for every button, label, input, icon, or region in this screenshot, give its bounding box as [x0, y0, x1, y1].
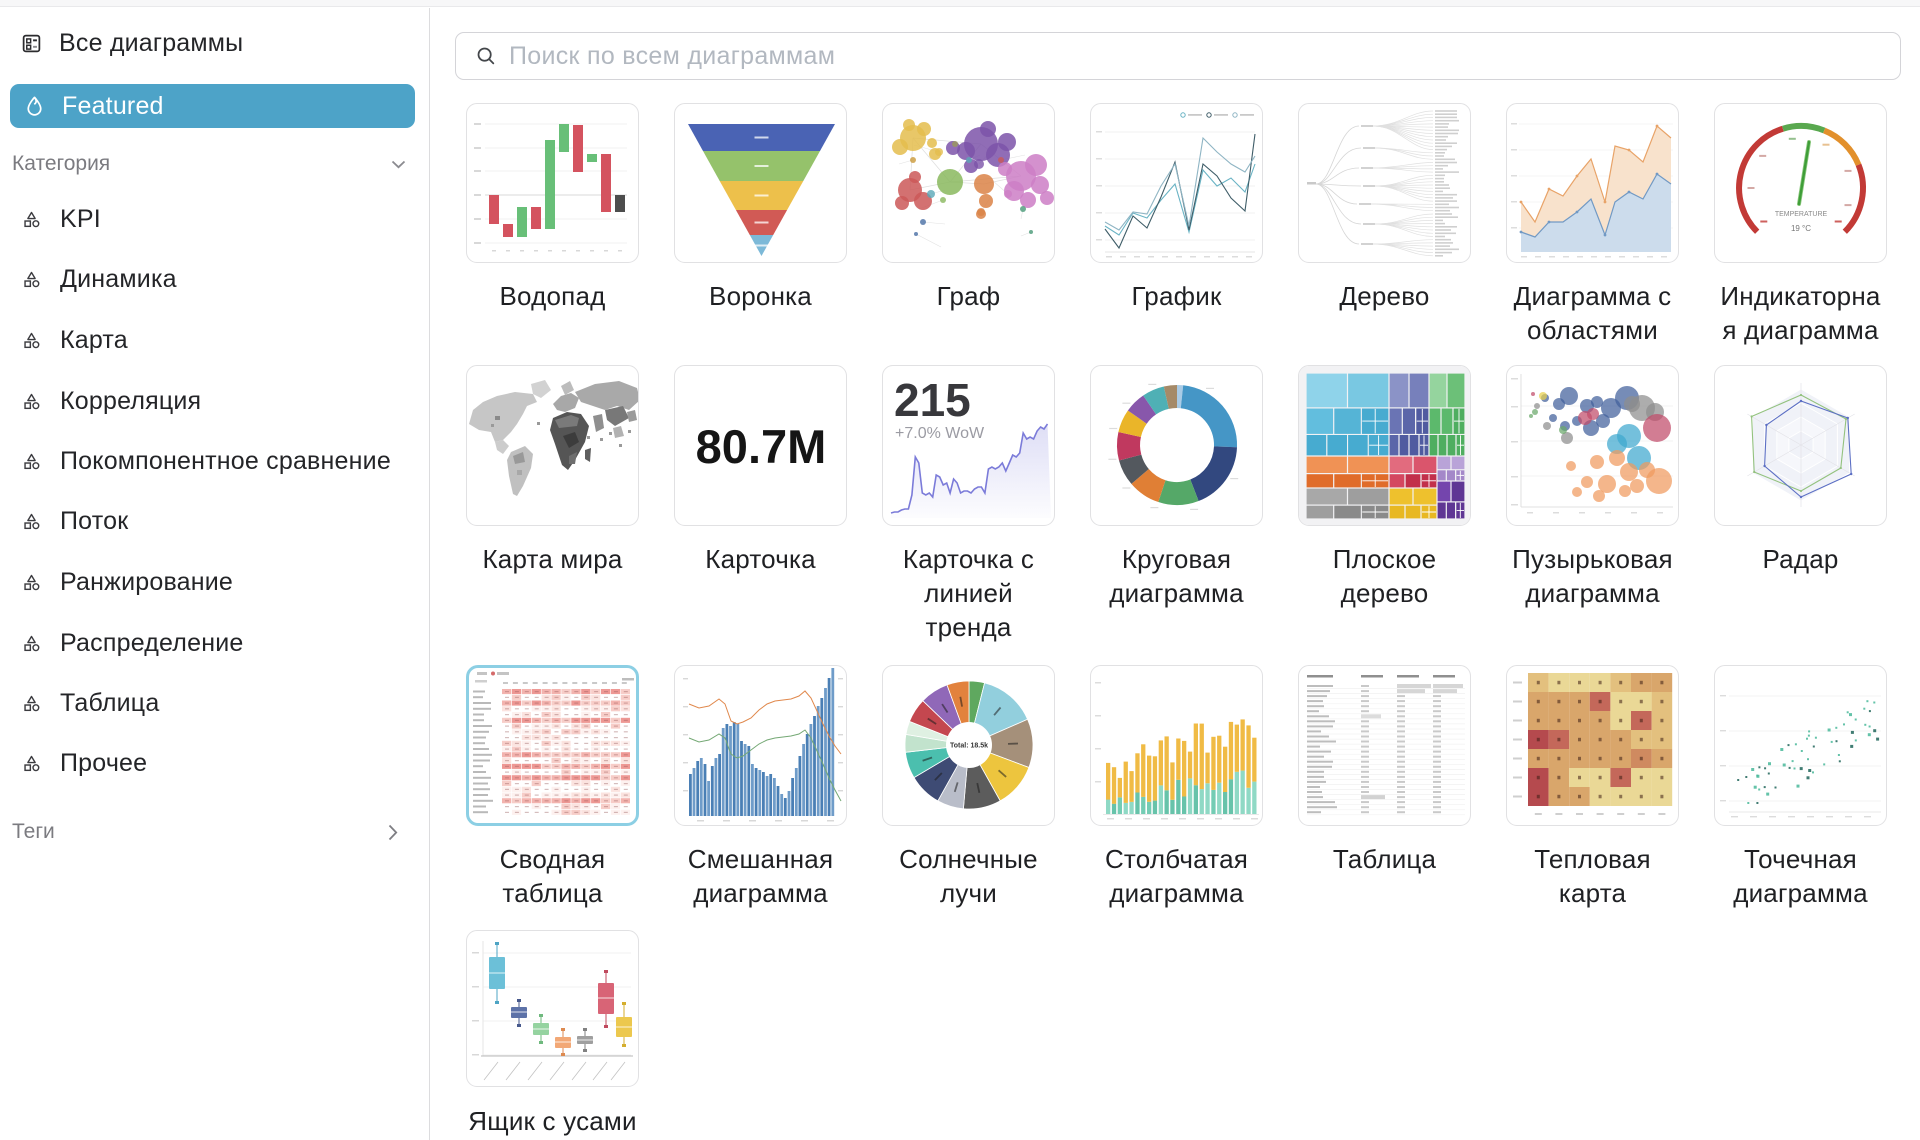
svg-text:19 °C: 19 °C — [1791, 224, 1811, 233]
svg-text:80.7M: 80.7M — [696, 420, 827, 473]
svg-text:Total: 18.5k: Total: 18.5k — [950, 743, 988, 750]
svg-text:+7.0% WoW: +7.0% WoW — [895, 425, 985, 442]
svg-text:TEMPERATURE: TEMPERATURE — [1775, 211, 1828, 218]
svg-text:215: 215 — [894, 374, 971, 426]
